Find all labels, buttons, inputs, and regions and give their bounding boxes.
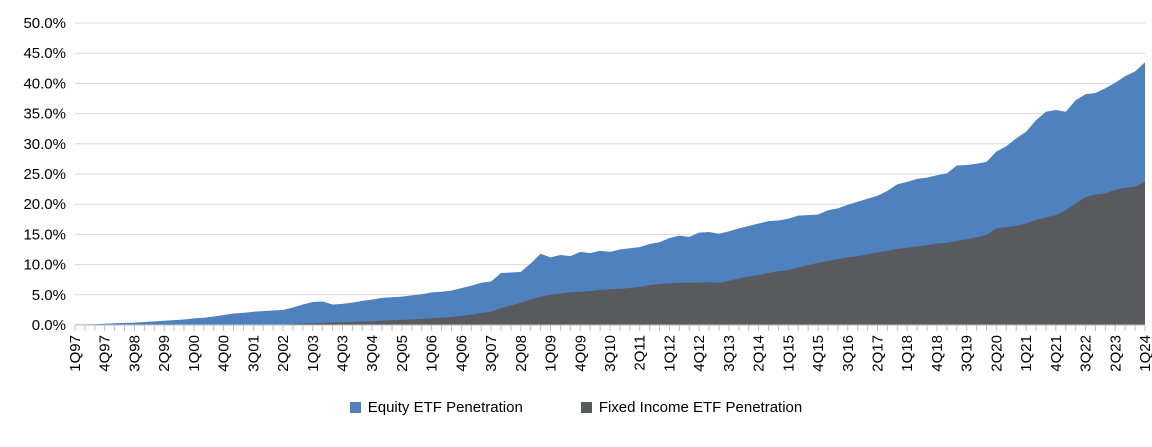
x-tick-label: 4Q03: [335, 335, 352, 372]
etf-penetration-area-chart: 50.0% 45.0% 40.0% 35.0% 30.0% 25.0% 20.0% 15.0%…: [23, 15, 1152, 372]
y-tick-label: 5.0%: [32, 287, 66, 304]
x-tick-label: 1Q06: [424, 335, 441, 372]
y-tick-label: 10.0%: [23, 257, 66, 274]
y-tick-label: 20.0%: [23, 196, 66, 213]
y-tick-label: 0.0%: [32, 317, 66, 334]
x-tick-label: 2Q02: [275, 335, 292, 372]
y-tick-label: 30.0%: [23, 136, 66, 153]
equity-series-swatch: [349, 402, 361, 413]
x-tick-label: 4Q00: [216, 335, 233, 372]
x-tick-label: 2Q14: [751, 335, 768, 372]
x-tick-label: 4Q18: [929, 335, 946, 372]
y-tick-label: 50.0%: [23, 15, 66, 32]
x-tick-label: 1Q00: [186, 335, 203, 372]
x-tick-label: 1Q97: [67, 335, 84, 372]
x-tick-label: 3Q10: [602, 335, 619, 372]
y-tick-label: 40.0%: [23, 75, 66, 92]
x-tick-label: 1Q03: [305, 335, 322, 372]
x-tick-label: 3Q98: [126, 335, 143, 372]
legend-label-equity: Equity ETF Penetration: [367, 399, 523, 416]
legend-label-fixed-income: Fixed Income ETF Penetration: [598, 399, 803, 416]
x-tick-label: 3Q19: [959, 335, 976, 372]
x-tick-label: 2Q08: [513, 335, 530, 372]
x-tick-label: 3Q01: [245, 335, 262, 372]
x-tick-label: 3Q13: [721, 335, 738, 372]
x-tick-label: 1Q21: [1018, 335, 1035, 372]
y-tick-label: 25.0%: [23, 166, 66, 183]
x-tick-label: 1Q12: [661, 335, 678, 372]
x-tick-label: 3Q16: [840, 335, 857, 372]
x-tick-label: 2Q99: [156, 335, 173, 372]
x-tick-label: 1Q15: [780, 335, 797, 372]
x-tick-label: 4Q21: [1048, 335, 1065, 372]
fixed-income-area-series: [75, 181, 1145, 325]
x-tick-label: 4Q15: [810, 335, 827, 372]
x-tick-label: 2Q20: [988, 335, 1005, 372]
x-tick-label: 1Q24: [1137, 335, 1152, 372]
chart-legend: Equity ETF Penetration Fixed Income ETF …: [0, 399, 1152, 416]
fixed-income-series-swatch: [580, 402, 592, 413]
x-tick-label: 1Q09: [543, 335, 560, 372]
x-tick-label: 3Q22: [1078, 335, 1095, 372]
legend-item-fixed-income: Fixed Income ETF Penetration: [580, 399, 803, 416]
y-tick-label: 15.0%: [23, 226, 66, 243]
x-tick-label: 3Q04: [364, 335, 381, 372]
x-tick-label: 3Q07: [483, 335, 500, 372]
legend-item-equity: Equity ETF Penetration: [349, 399, 523, 416]
x-tick-label: 2Q17: [870, 335, 887, 372]
x-tick-label: 4Q09: [572, 335, 589, 372]
y-tick-label: 45.0%: [23, 45, 66, 62]
x-tick-label: 4Q97: [97, 335, 114, 372]
x-tick-label: 1Q18: [899, 335, 916, 372]
x-tick-label: 4Q06: [453, 335, 470, 372]
x-tick-label: 4Q12: [691, 335, 708, 372]
x-tick-label: 2Q23: [1107, 335, 1124, 372]
x-tick-label: 2Q11: [632, 335, 649, 371]
y-tick-label: 35.0%: [23, 106, 66, 123]
x-tick-label: 2Q05: [394, 335, 411, 372]
